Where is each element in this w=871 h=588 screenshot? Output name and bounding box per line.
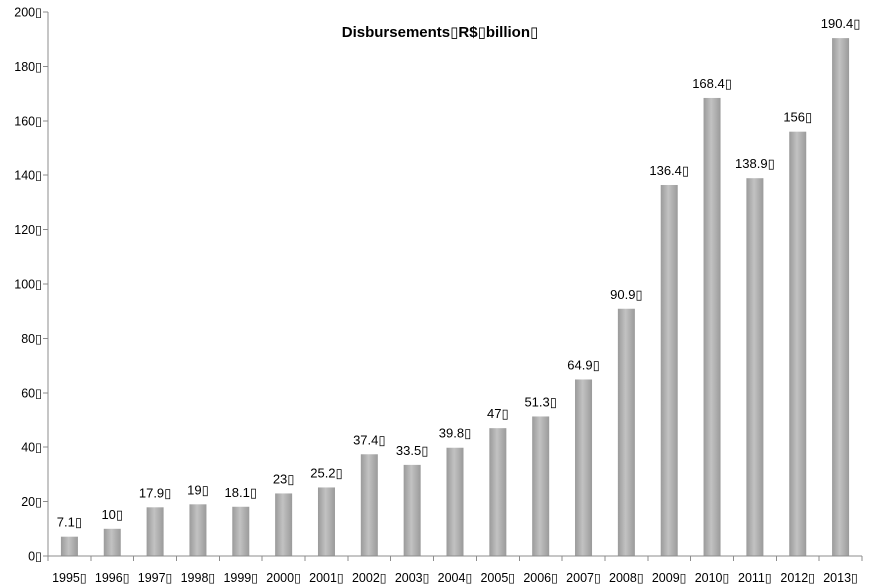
x-tick-label: 2006▯ bbox=[523, 571, 558, 585]
data-label: 90.9▯ bbox=[610, 287, 642, 302]
data-label: 7.1▯ bbox=[57, 515, 82, 530]
y-tick-label: 20▯ bbox=[21, 495, 42, 509]
data-label: 190.4▯ bbox=[821, 16, 861, 31]
y-tick-label: 160▯ bbox=[14, 114, 42, 128]
bar bbox=[617, 308, 635, 556]
x-tick-label: 2003▯ bbox=[395, 571, 430, 585]
data-label: 18.1▯ bbox=[225, 485, 257, 500]
bar bbox=[660, 184, 678, 556]
data-label: 33.5▯ bbox=[396, 443, 428, 458]
bar bbox=[703, 97, 721, 557]
bar bbox=[575, 379, 593, 556]
y-tick-label: 40▯ bbox=[21, 441, 42, 455]
y-tick-label: 60▯ bbox=[21, 386, 42, 400]
data-label: 39.8▯ bbox=[439, 426, 471, 441]
y-tick-label: 120▯ bbox=[14, 223, 42, 237]
bar bbox=[232, 506, 250, 556]
bar bbox=[532, 416, 550, 556]
x-tick-label: 1997▯ bbox=[138, 571, 173, 585]
x-tick-label: 2001▯ bbox=[309, 571, 344, 585]
bar bbox=[403, 464, 421, 556]
x-tick-label: 1995▯ bbox=[52, 571, 87, 585]
bar bbox=[489, 428, 507, 556]
x-tick-label: 2008▯ bbox=[609, 571, 644, 585]
x-tick-label: 2013▯ bbox=[823, 571, 858, 585]
x-tick-label: 2005▯ bbox=[480, 571, 515, 585]
data-label: 37.4▯ bbox=[353, 432, 385, 447]
data-label: 51.3▯ bbox=[524, 394, 556, 409]
x-tick-label: 2007▯ bbox=[566, 571, 601, 585]
bar bbox=[832, 38, 850, 556]
x-tick-label: 2009▯ bbox=[652, 571, 687, 585]
bar bbox=[275, 493, 293, 556]
chart-title: Disbursements▯R$▯billion▯ bbox=[342, 24, 538, 41]
x-tick-label: 2000▯ bbox=[266, 571, 301, 585]
data-label: 23▯ bbox=[273, 471, 295, 486]
data-label: 138.9▯ bbox=[735, 156, 775, 171]
x-tick-label: 2010▯ bbox=[695, 571, 730, 585]
bar bbox=[789, 131, 807, 556]
data-label: 47▯ bbox=[487, 406, 509, 421]
x-tick-label: 2002▯ bbox=[352, 571, 387, 585]
y-tick-label: 200▯ bbox=[14, 6, 42, 20]
y-tick-label: 0▯ bbox=[28, 550, 42, 564]
data-label: 10▯ bbox=[101, 507, 123, 522]
y-tick-label: 140▯ bbox=[14, 169, 42, 183]
bars: 7.1▯ 10▯ 17.9▯ 19▯ 18.1▯ 23▯ 25.2▯ 37.4▯ 33.5▯ 39… bbox=[57, 16, 861, 557]
x-tick-label: 1999▯ bbox=[223, 571, 258, 585]
bar bbox=[360, 454, 378, 556]
data-label: 136.4▯ bbox=[649, 163, 689, 178]
y-tick-label: 100▯ bbox=[14, 278, 42, 292]
y-axis: 0▯ 20▯ 40▯ 60▯ 80▯ 100▯ 120▯ 140▯ 160▯ 180▯ 200▯ bbox=[14, 6, 49, 564]
bar bbox=[446, 447, 464, 556]
y-tick-label: 180▯ bbox=[14, 60, 42, 74]
data-label: 19▯ bbox=[187, 482, 209, 497]
data-label: 25.2▯ bbox=[310, 465, 342, 480]
data-label: 156▯ bbox=[783, 110, 812, 125]
x-tick-label: 2011▯ bbox=[738, 571, 772, 585]
data-label: 64.9▯ bbox=[567, 357, 599, 372]
data-label: 17.9▯ bbox=[139, 485, 171, 500]
data-label: 168.4▯ bbox=[692, 76, 732, 91]
bar bbox=[317, 487, 335, 556]
x-axis: 1995▯ 1996▯ 1997▯ 1998▯ 1999▯ 2000▯ 2001▯ 2002▯… bbox=[47, 555, 863, 585]
x-tick-label: 1996▯ bbox=[95, 571, 130, 585]
bar bbox=[103, 528, 121, 556]
x-tick-label: 1998▯ bbox=[181, 571, 216, 585]
bar bbox=[146, 507, 164, 556]
x-tick-label: 2004▯ bbox=[438, 571, 473, 585]
bar bbox=[746, 178, 764, 556]
y-tick-label: 80▯ bbox=[21, 332, 42, 346]
x-tick-label: 2012▯ bbox=[780, 571, 815, 585]
bar bbox=[60, 536, 78, 556]
bar bbox=[189, 504, 207, 556]
